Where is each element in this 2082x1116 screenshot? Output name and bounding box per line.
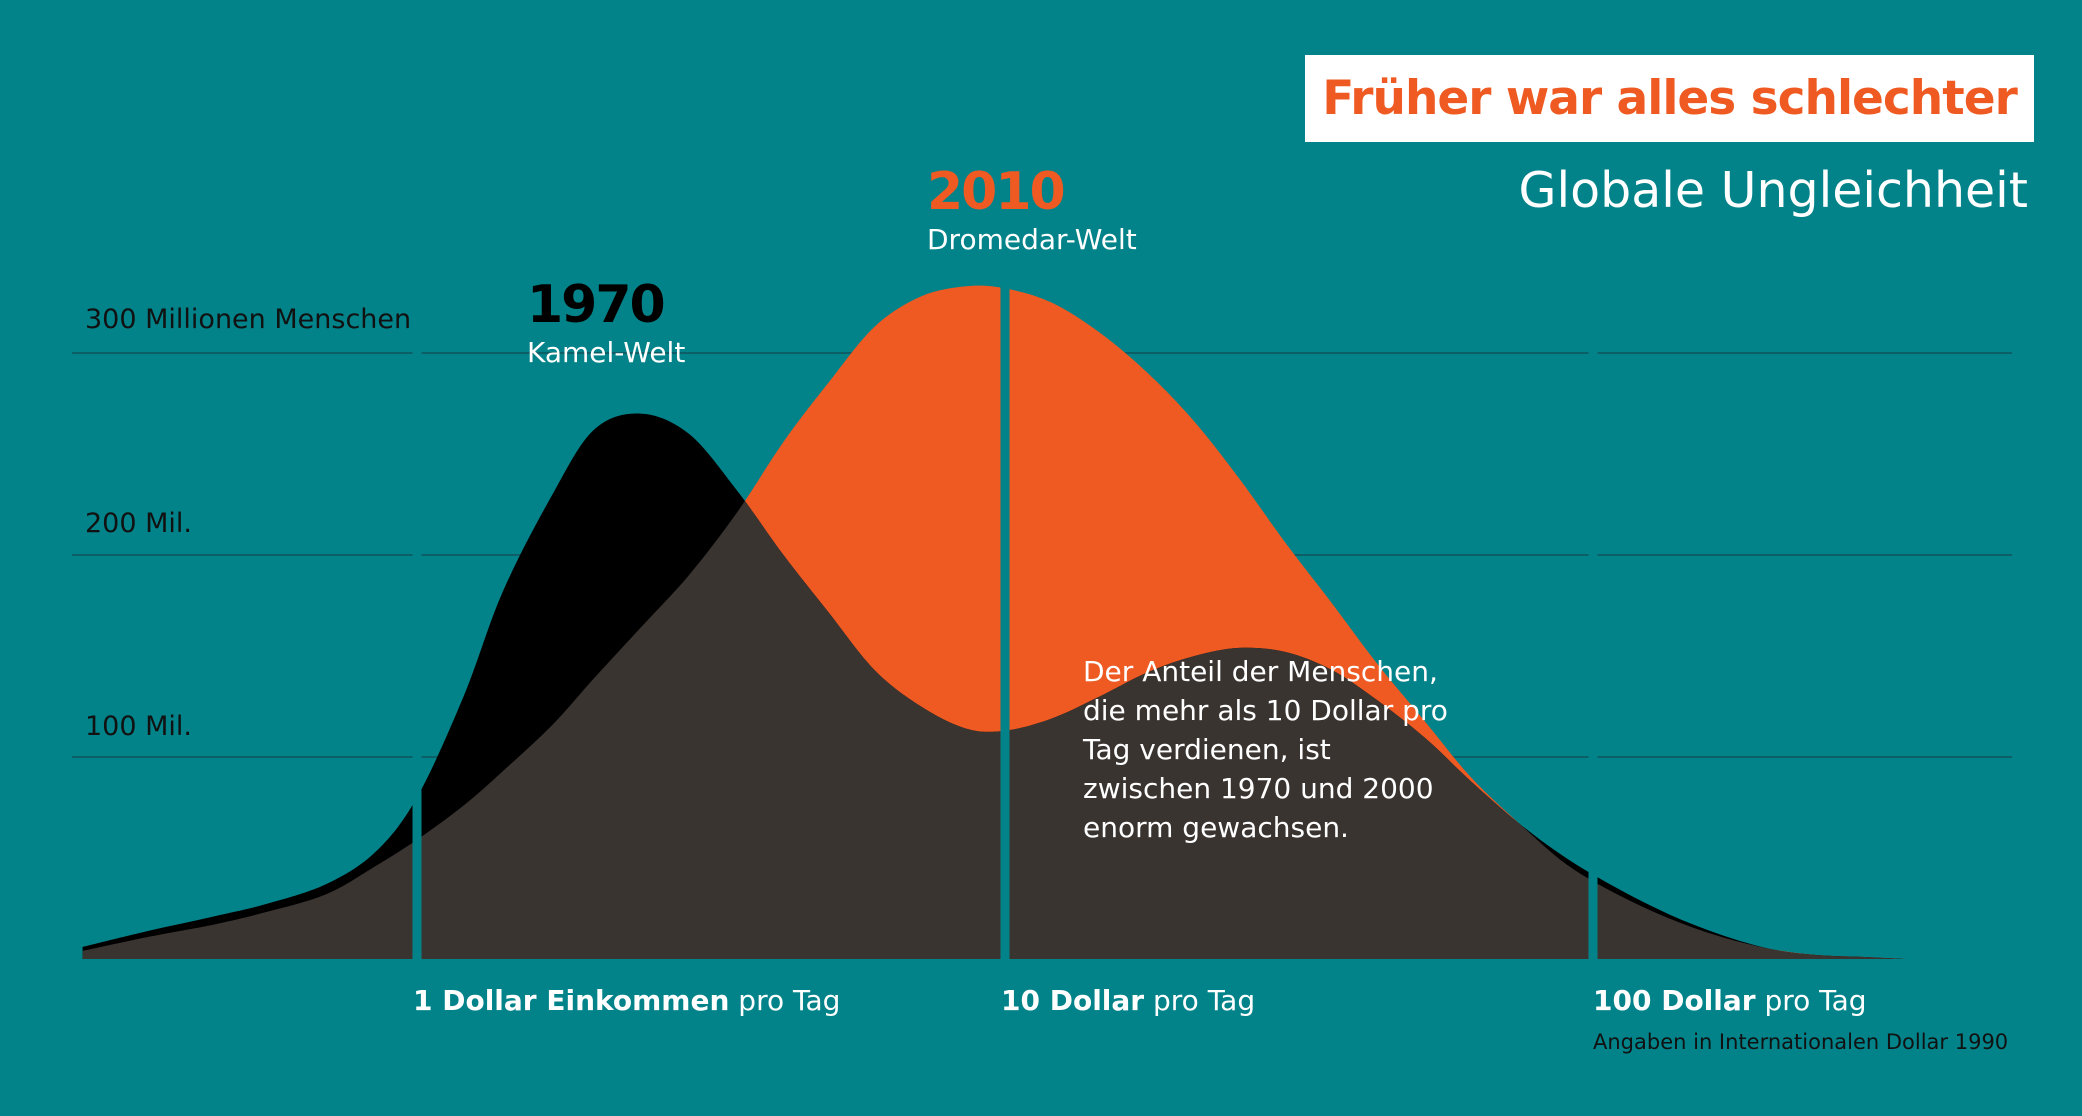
dollar-markers: [412, 250, 1598, 961]
y-tick-label-100: 100 Mil.: [85, 711, 192, 742]
series-areas: [82, 285, 1906, 959]
y-tick-label-300: 300 Millionen Menschen: [85, 304, 412, 335]
x-label-100-bold: 100 Dollar: [1593, 984, 1756, 1017]
x-label-100-dollar: 100 Dollar pro Tag: [1593, 984, 1867, 1017]
series-name-1970: Kamel-Welt: [527, 336, 686, 369]
title-box: Früher war alles schlechter: [1305, 55, 2034, 142]
footnote: Angaben in Internationalen Dollar 1990: [1593, 1030, 2009, 1054]
series-year-2010: 2010: [927, 162, 1066, 222]
series-label-2010: 2010 Dromedar-Welt: [927, 164, 1137, 258]
x-label-1-bold: 1 Dollar Einkommen: [413, 984, 730, 1017]
series-label-1970: 1970 Kamel-Welt: [527, 277, 685, 371]
x-label-1-rest: pro Tag: [729, 984, 841, 1017]
x-label-10-bold: 10 Dollar: [1001, 984, 1145, 1017]
x-label-100-rest: pro Tag: [1755, 984, 1867, 1017]
y-tick-label-200: 200 Mil.: [85, 508, 192, 539]
chart-subtitle: Globale Ungleichheit: [1518, 162, 2028, 219]
x-label-10-dollar: 10 Dollar pro Tag: [1001, 984, 1255, 1017]
annotation-text: Der Anteil der Menschen, die mehr als 10…: [1083, 655, 1448, 844]
series-name-2010: Dromedar-Welt: [927, 223, 1137, 256]
x-label-1-dollar: 1 Dollar Einkommen pro Tag: [413, 984, 840, 1017]
series-year-1970: 1970: [527, 275, 666, 335]
chart-title: Früher war alles schlechter: [1322, 71, 2018, 126]
x-label-10-rest: pro Tag: [1144, 984, 1256, 1017]
